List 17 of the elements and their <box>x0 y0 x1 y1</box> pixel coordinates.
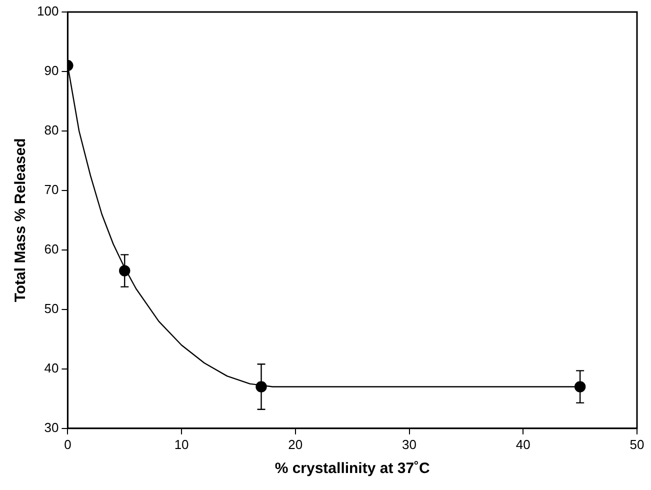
y-tick-label: 60 <box>44 242 59 257</box>
x-axis-title: % crystallinity at 37˚C <box>274 460 430 478</box>
y-tick-label: 90 <box>44 63 59 78</box>
y-tick-label: 100 <box>36 4 59 19</box>
y-tick-label: 50 <box>44 301 59 316</box>
y-tick-label: 80 <box>44 122 59 138</box>
y-tick-label: 70 <box>44 182 59 198</box>
x-tick-label: 30 <box>402 436 417 452</box>
y-axis-title: Total Mass % Released <box>12 138 30 302</box>
y-tick-label: 30 <box>44 420 59 435</box>
x-tick-label: 0 <box>64 436 72 452</box>
x-tick-label: 20 <box>288 436 303 452</box>
point <box>574 381 586 392</box>
x-tick-label: 50 <box>630 436 644 452</box>
x-tick-label: 40 <box>516 436 530 452</box>
y-tick-label: 40 <box>44 360 59 376</box>
x-tick-label: 10 <box>174 436 189 452</box>
